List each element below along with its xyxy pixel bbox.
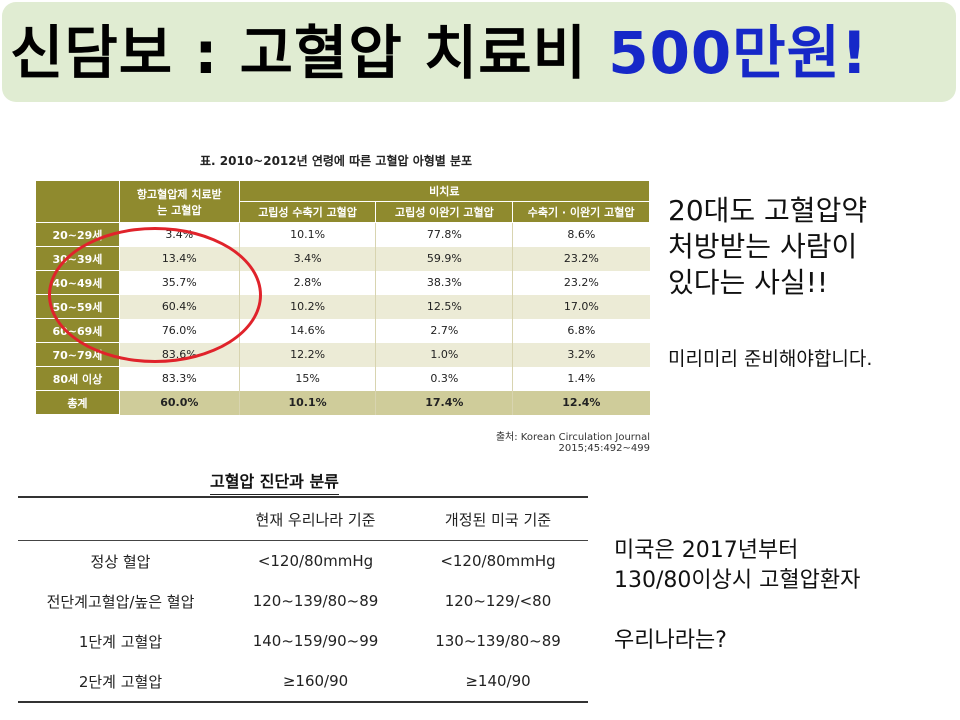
note3-line3: 우리나라는? [614,628,727,653]
us-criteria-cell: <120/80mmHg [440,552,556,570]
table1-subheader-isolated-systolic: 고립성 수축기 고혈압 [238,201,377,223]
us-criteria-cell: ≥140/90 [465,672,531,690]
note1-line2: 처방받는 사람이 [668,230,858,263]
table2-title: 고혈압 진단과 분류 [210,468,339,497]
systolic-diastolic-cell: 23.2% [512,246,650,271]
table-total-row: 총계 60.0% 10.1% 17.4% 12.4% [35,390,650,415]
red-highlight-circle [48,227,262,363]
note-us-criteria: 미국은 2017년부터 130/80이상시 고혈압환자 우리나라는? [614,536,860,656]
total-isolated-diastolic-cell: 17.4% [375,390,513,415]
title-amount: 500만원! [608,19,869,87]
korea-criteria-cell: ≥160/90 [282,672,349,690]
category-cell: 1단계 고혈압 [78,632,163,651]
isolated-systolic-cell: 14.6% [238,318,376,343]
table2-corner-header [18,497,223,541]
table-row: 전단계고혈압/높은 혈압 120~139/80~89 120~129/<80 [18,581,588,621]
systolic-diastolic-cell: 17.0% [512,294,650,319]
table2-header-us: 개정된 미국 기준 [444,510,552,529]
note3-spacer [614,596,860,626]
total-isolated-systolic-cell: 10.1% [238,390,376,415]
table-row: 정상 혈압 <120/80mmHg <120/80mmHg [18,541,588,582]
systolic-diastolic-cell: 3.2% [512,342,650,367]
total-systolic-diastolic-cell: 12.4% [512,390,650,415]
isolated-diastolic-cell: 38.3% [375,270,513,295]
systolic-diastolic-cell: 1.4% [512,366,650,391]
title-banner [2,2,956,102]
slide-title: 신담보 : 고혈압 치료비 500만원! [10,18,868,88]
table1-corner-header [35,180,120,223]
note-twenties-prescription: 20대도 고혈압약 처방받는 사람이 있다는 사실!! [668,193,867,301]
table1-source: 출처: Korean Circulation Journal 2015;45:4… [495,432,650,454]
systolic-diastolic-cell: 8.6% [512,222,650,247]
note1-line1: 20대도 고혈압약 [668,194,868,227]
table-row: 1단계 고혈압 140~159/90~99 130~139/80~89 [18,621,588,661]
table-row: 2단계 고혈압 ≥160/90 ≥140/90 [18,661,588,702]
korea-criteria-cell: 120~139/80~89 [252,592,379,610]
table-row: 80세 이상 83.3% 15% 0.3% 1.4% [35,366,650,391]
isolated-diastolic-cell: 0.3% [375,366,513,391]
table1-caption: 표. 2010~2012년 연령에 따른 고혈압 아형별 분포 [200,154,473,168]
table1-header-untreated: 비치료 [238,180,651,202]
total-label-cell: 총계 [35,390,120,415]
table1-subheader-systolic-diastolic: 수축기 · 이완기 고혈압 [512,201,650,223]
isolated-diastolic-cell: 2.7% [375,318,513,343]
category-cell: 2단계 고혈압 [78,672,163,691]
korea-criteria-cell: 140~159/90~99 [252,632,379,650]
isolated-diastolic-cell: 12.5% [375,294,513,319]
systolic-diastolic-cell: 6.8% [512,318,650,343]
systolic-diastolic-cell: 23.2% [512,270,650,295]
note3-line2: 130/80이상시 고혈압환자 [614,568,861,593]
category-cell: 정상 혈압 [90,552,151,571]
category-cell: 전단계고혈압/높은 혈압 [46,592,195,611]
isolated-diastolic-cell: 77.8% [375,222,513,247]
isolated-systolic-cell: 10.1% [238,222,376,247]
isolated-systolic-cell: 15% [238,366,376,391]
table2-header-korea: 현재 우리나라 기준 [255,510,376,529]
title-prefix: 신담보 : 고혈압 치료비 [10,19,609,87]
hypertension-classification-table: 현재 우리나라 기준 개정된 미국 기준 정상 혈압 <120/80mmHg <… [18,496,588,703]
table1-header-treated: 항고혈압제 치료받는 고혈압 [118,180,240,223]
note3-line1: 미국은 2017년부터 [614,538,799,563]
note1-line3: 있다는 사실!! [668,266,829,299]
isolated-systolic-cell: 12.2% [238,342,376,367]
korea-criteria-cell: <120/80mmHg [257,552,374,570]
age-cell: 80세 이상 [35,366,120,391]
us-criteria-cell: 120~129/<80 [444,592,552,610]
treated-cell: 83.3% [118,366,240,391]
isolated-systolic-cell: 3.4% [238,246,376,271]
note-prepare: 미리미리 준비해야합니다. [668,348,873,370]
isolated-diastolic-cell: 1.0% [375,342,513,367]
us-criteria-cell: 130~139/80~89 [435,632,561,650]
isolated-diastolic-cell: 59.9% [375,246,513,271]
table1-subheader-isolated-diastolic: 고립성 이완기 고혈압 [375,201,514,223]
total-treated-cell: 60.0% [118,390,240,415]
